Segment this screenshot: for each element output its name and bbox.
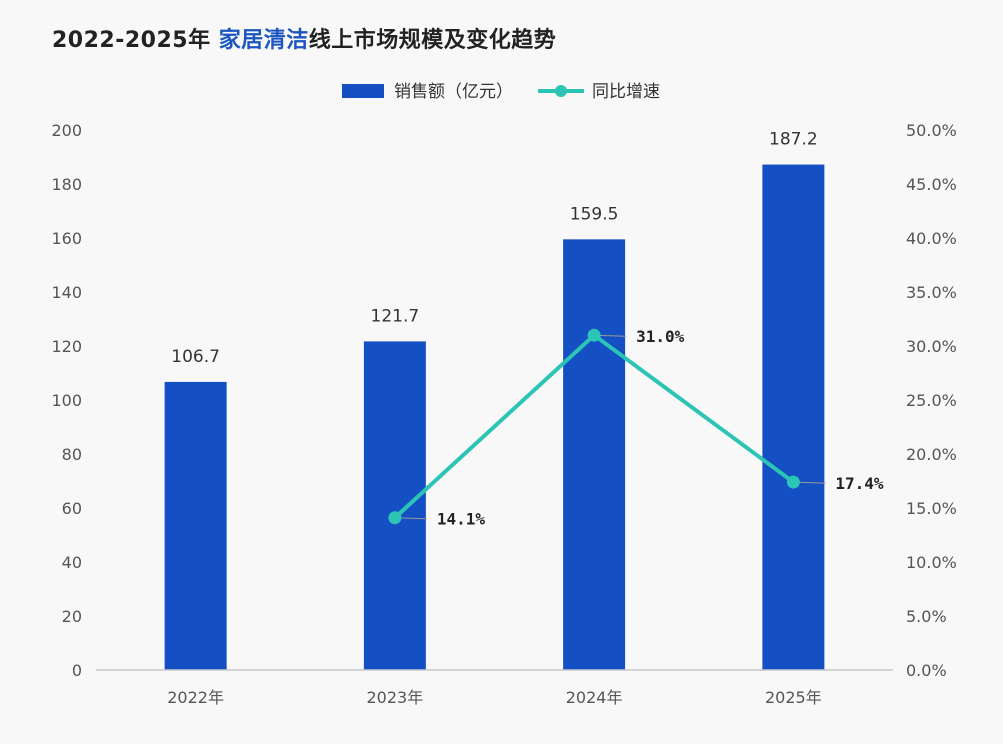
bar-value-label: 159.5: [570, 204, 619, 224]
bar-value-label: 187.2: [769, 130, 818, 150]
y-right-tick-label: 45.0%: [906, 175, 957, 194]
right-axis: 0.0% 5.0% 10.0% 15.0% 20.0% 25.0% 30.0% 35.0% 40…: [906, 121, 957, 680]
legend-swatch-sales: [342, 84, 384, 98]
x-axis-labels: 2022年 2023年 2024年 2025年: [167, 688, 821, 707]
legend-label-growth: 同比增速: [592, 82, 660, 102]
growth-point: [587, 328, 601, 342]
x-tick-label: 2024年: [566, 688, 623, 707]
growth-point: [388, 511, 402, 525]
bar-sales: [563, 239, 626, 670]
y-right-tick-label: 5.0%: [906, 607, 947, 626]
growth-point: [786, 475, 800, 489]
chart-title-highlight: 家居清洁: [218, 28, 309, 53]
y-left-tick-label: 40: [62, 553, 82, 572]
legend-label-sales: 销售额（亿元）: [394, 82, 513, 102]
y-left-tick-label: 0: [72, 661, 82, 680]
y-left-tick-label: 200: [51, 121, 82, 140]
y-right-tick-label: 10.0%: [906, 553, 957, 572]
y-right-tick-label: 40.0%: [906, 229, 957, 248]
y-right-tick-label: 15.0%: [906, 499, 957, 518]
y-left-tick-label: 80: [62, 445, 82, 464]
y-left-tick-label: 180: [51, 175, 82, 194]
y-left-tick-label: 120: [51, 337, 82, 356]
x-tick-label: 2022年: [167, 688, 224, 707]
y-right-tick-label: 30.0%: [906, 337, 957, 356]
bar-sales: [164, 381, 227, 670]
y-left-tick-label: 160: [51, 229, 82, 248]
x-tick-label: 2025年: [765, 688, 822, 707]
y-right-tick-label: 0.0%: [906, 661, 947, 680]
y-right-tick-label: 35.0%: [906, 283, 957, 302]
y-right-tick-label: 20.0%: [906, 445, 957, 464]
growth-value-label: 31.0%: [636, 327, 685, 346]
chart-title-prefix: 2022-2025年: [52, 28, 219, 53]
y-left-tick-label: 100: [51, 391, 82, 410]
chart-title-suffix: 线上市场规模及变化趋势: [308, 28, 557, 53]
y-left-tick-label: 20: [62, 607, 82, 626]
y-left-tick-label: 60: [62, 499, 82, 518]
bar-sales: [363, 341, 426, 670]
bar-series: 106.7 121.7 159.5 187.2: [164, 130, 825, 670]
y-right-tick-label: 50.0%: [906, 121, 957, 140]
bar-sales: [762, 164, 825, 670]
legend-swatch-growth-dot: [555, 85, 567, 97]
chart-title: 2022-2025年 家居清洁线上市场规模及变化趋势: [52, 22, 556, 54]
y-left-tick-label: 140: [51, 283, 82, 302]
y-right-tick-label: 25.0%: [906, 391, 957, 410]
left-axis: 0 20 40 60 80 100 120 140 160 180 200: [51, 121, 82, 680]
legend: 销售额（亿元） 同比增速: [342, 82, 660, 102]
growth-value-label: 14.1%: [437, 510, 486, 529]
line-series: 14.1% 31.0% 17.4%: [388, 327, 884, 529]
bar-value-label: 106.7: [171, 347, 220, 367]
bar-value-label: 121.7: [371, 306, 420, 326]
x-tick-label: 2023年: [367, 688, 424, 707]
growth-value-label: 17.4%: [835, 474, 884, 493]
